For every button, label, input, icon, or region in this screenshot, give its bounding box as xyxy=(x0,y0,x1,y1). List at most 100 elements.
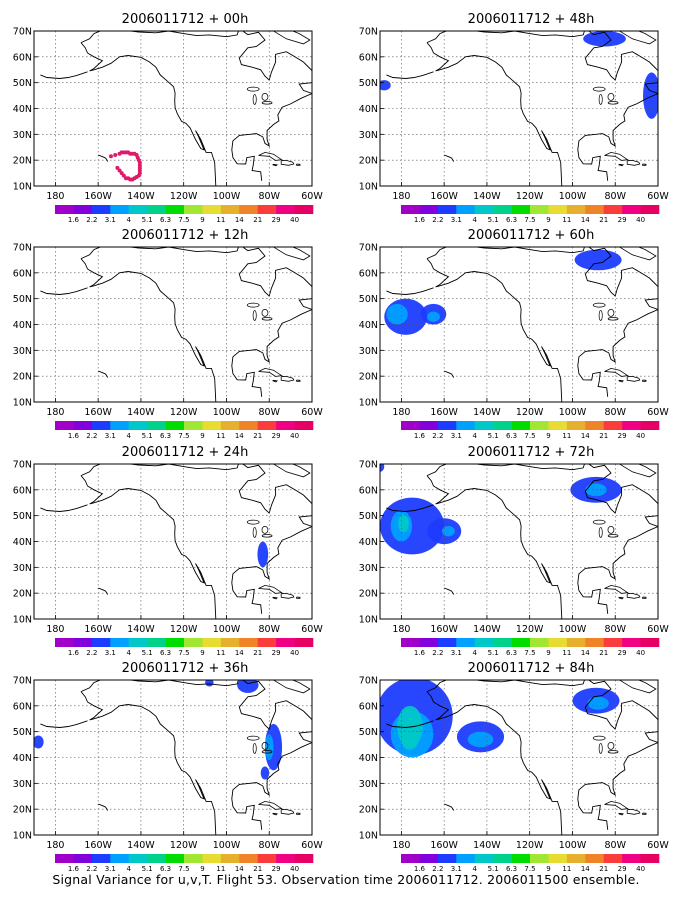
lon-tick-label: 100W xyxy=(213,407,241,418)
colorbar-swatch xyxy=(202,205,222,214)
lon-tick-label: 100W xyxy=(213,624,241,635)
lat-tick-label: 50N xyxy=(13,294,32,305)
colorbar-swatch xyxy=(456,854,476,863)
colorbar-swatch xyxy=(622,854,641,863)
colorbar-swatch xyxy=(294,638,314,647)
colorbar-swatch xyxy=(566,638,586,647)
lake-outline xyxy=(261,526,269,534)
colorbar-label: 4 xyxy=(472,216,477,224)
colorbar-swatch xyxy=(401,421,420,430)
colorbar-label: 5.1 xyxy=(142,216,153,224)
lon-tick-label: 160W xyxy=(430,407,458,418)
lake-outline xyxy=(261,317,273,321)
lat-tick-label: 30N xyxy=(359,563,378,574)
lake-outline xyxy=(261,93,269,101)
coastline xyxy=(386,504,434,512)
colorbar-label: 11 xyxy=(562,432,571,440)
lat-tick-label: 50N xyxy=(359,78,378,89)
colorbar-label: 2.2 xyxy=(432,649,443,657)
colorbar-label: 29 xyxy=(618,216,627,224)
lon-tick-label: 60W xyxy=(647,624,669,635)
island-outline xyxy=(280,375,295,382)
island-outline xyxy=(296,812,301,815)
colorbar-swatch xyxy=(294,205,314,214)
colorbar-label: 6.3 xyxy=(160,649,171,657)
colorbar-swatch xyxy=(257,638,277,647)
colorbar-label: 3.1 xyxy=(105,649,116,657)
lat-tick-label: 40N xyxy=(13,537,32,548)
colorbar-label: 2.2 xyxy=(432,432,443,440)
lon-tick-label: 140W xyxy=(127,840,155,851)
colorbar-swatch xyxy=(474,205,494,214)
coastline xyxy=(386,287,434,295)
lat-tick-label: 70N xyxy=(13,243,32,254)
colorbar-label: 6.3 xyxy=(506,865,517,873)
colorbar-swatch xyxy=(566,421,586,430)
colorbar-label: 21 xyxy=(253,649,262,657)
lake-outline xyxy=(252,310,257,321)
coastline xyxy=(98,154,109,162)
coastline xyxy=(40,71,88,79)
panel-title: 2006011712 + 12h xyxy=(122,228,249,243)
lon-tick-label: 140W xyxy=(473,407,501,418)
map-panel: 2006011712 + 84h 10N 20N 30N 40N 50N 60N 70N 180… xyxy=(359,661,670,873)
lat-tick-label: 70N xyxy=(13,676,32,687)
lat-tick-label: 10N xyxy=(359,615,378,626)
lon-tick-label: 160W xyxy=(84,624,112,635)
colorbar-swatch xyxy=(55,421,74,430)
colorbar-swatch xyxy=(91,854,111,863)
colorbar-swatch xyxy=(239,638,259,647)
lake-outline xyxy=(607,526,615,534)
colorbar-swatch xyxy=(437,421,457,430)
colorbar-label: 11 xyxy=(216,432,225,440)
island-outline xyxy=(280,808,295,815)
colorbar-swatch xyxy=(474,854,494,863)
colorbar-label: 9 xyxy=(546,865,550,873)
island-outline xyxy=(619,464,657,478)
island-outline xyxy=(604,584,629,594)
colorbar-swatch xyxy=(147,638,166,647)
island-outline xyxy=(642,596,647,599)
lat-tick-label: 60N xyxy=(13,701,32,712)
colorbar-label: 9 xyxy=(200,432,204,440)
panel-title: 2006011712 + 48h xyxy=(468,12,595,27)
coastline xyxy=(311,687,312,689)
colorbar-swatch xyxy=(401,638,420,647)
colorbar-swatch xyxy=(640,205,660,214)
coastline xyxy=(657,471,658,473)
colorbar-swatch xyxy=(184,854,203,863)
lat-tick-label: 70N xyxy=(359,243,378,254)
colorbar-label: 3.1 xyxy=(451,865,462,873)
coastline xyxy=(657,687,658,689)
lake-outline xyxy=(598,94,603,105)
colorbar-label: 11 xyxy=(562,216,571,224)
colorbar-label: 40 xyxy=(636,432,645,440)
colorbar-swatch xyxy=(622,205,641,214)
colorbar-swatch xyxy=(55,638,74,647)
colorbar-swatch xyxy=(128,638,148,647)
colorbar-swatch xyxy=(437,205,457,214)
colorbar-label: 14 xyxy=(235,216,244,224)
colorbar-label: 7.5 xyxy=(524,216,535,224)
colorbar-swatch xyxy=(55,205,74,214)
colorbar-swatch xyxy=(110,421,130,430)
lon-tick-label: 180 xyxy=(392,407,410,418)
coastline xyxy=(311,254,312,256)
lat-tick-label: 70N xyxy=(13,27,32,38)
colorbar-label: 11 xyxy=(562,649,571,657)
island-outline xyxy=(272,812,278,816)
colorbar-label: 9 xyxy=(200,649,204,657)
colorbar-swatch xyxy=(603,638,623,647)
lon-tick-label: 160W xyxy=(84,191,112,202)
colorbar-label: 11 xyxy=(216,649,225,657)
lon-tick-label: 180 xyxy=(46,407,64,418)
colorbar-label: 3.1 xyxy=(451,216,462,224)
colorbar-swatch xyxy=(184,205,203,214)
colorbar-label: 40 xyxy=(290,649,299,657)
lat-tick-label: 40N xyxy=(13,320,32,331)
colorbar-label: 4 xyxy=(126,649,131,657)
colorbar-label: 1.6 xyxy=(414,865,426,873)
colorbar-label: 1.6 xyxy=(68,649,80,657)
colorbar-swatch xyxy=(530,205,549,214)
